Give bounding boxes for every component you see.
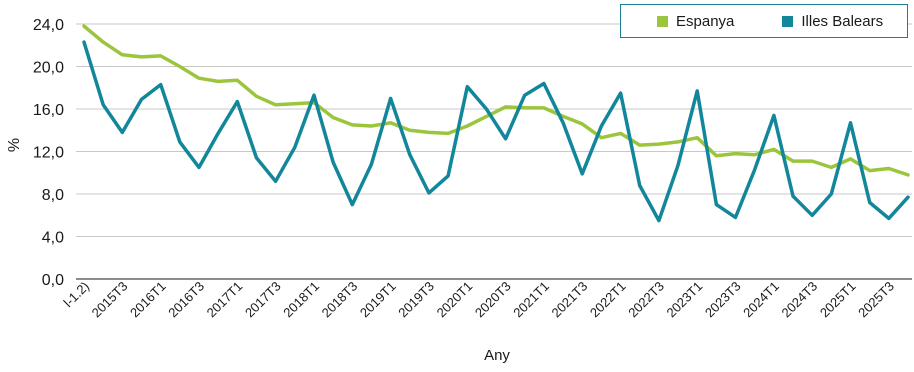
x-tick-label: 2023T3 (702, 279, 744, 321)
x-tick-label: 2024T1 (740, 279, 782, 321)
x-tick-label: 2021T1 (510, 279, 552, 321)
x-tick-label: 2018T3 (319, 279, 361, 321)
x-tick-label: 2021T3 (549, 279, 591, 321)
gridlines (76, 23, 912, 237)
y-tick-label: 12,0 (33, 145, 64, 162)
y-tick-label: 4,0 (42, 230, 64, 247)
y-tick-label: 0,0 (42, 272, 64, 289)
y-tick-label: 20,0 (33, 60, 64, 77)
legend-swatch-illes-balears (782, 15, 794, 27)
x-tick-label: 2017T3 (242, 279, 284, 321)
y-axis-ticks: 0,0 4,0 8,0 12,0 16,0 20,0 24,0 (33, 17, 64, 289)
legend-label-illes-balears: Illes Balears (801, 12, 884, 30)
x-tick-label: 2017T1 (204, 279, 246, 321)
x-tick-label: 2025T1 (817, 279, 859, 321)
x-tick-label: 2020T3 (472, 279, 514, 321)
y-tick-label: 16,0 (33, 102, 64, 119)
x-tick-label: 2022T3 (625, 279, 667, 321)
x-tick-label: 2025T3 (855, 279, 897, 321)
series-line-illes-balears (82, 40, 910, 223)
x-tick-label: 2016T3 (165, 279, 207, 321)
series-lines (82, 24, 910, 223)
x-axis-label: Any (484, 347, 510, 364)
legend-label-espanya: Espanya (676, 12, 735, 30)
x-tick-label: l-1.2) (61, 279, 93, 311)
x-tick-label: 2023T1 (664, 279, 706, 321)
x-tick-label: 2016T1 (127, 279, 169, 321)
legend: Espanya Illes Balears (620, 4, 908, 38)
y-tick-label: 24,0 (33, 17, 64, 34)
x-tick-label: 2020T1 (434, 279, 476, 321)
legend-item-illes-balears: Illes Balears (782, 13, 883, 30)
legend-item-espanya: Espanya (657, 13, 734, 30)
x-tick-label: 2019T3 (395, 279, 437, 321)
x-tick-label: 2018T1 (280, 279, 322, 321)
x-axis: l-1.2)2015T32016T12016T32017T12017T32018… (61, 278, 912, 321)
x-tick-label: 2022T1 (587, 279, 629, 321)
legend-swatch-espanya (657, 15, 668, 27)
y-axis-label: % (6, 138, 23, 152)
x-tick-label: 2019T1 (357, 279, 399, 321)
x-tick-label: 2024T3 (779, 279, 821, 321)
series-line-espanya (82, 24, 910, 177)
x-tick-label: 2015T3 (89, 279, 131, 321)
y-tick-label: 8,0 (42, 187, 64, 204)
